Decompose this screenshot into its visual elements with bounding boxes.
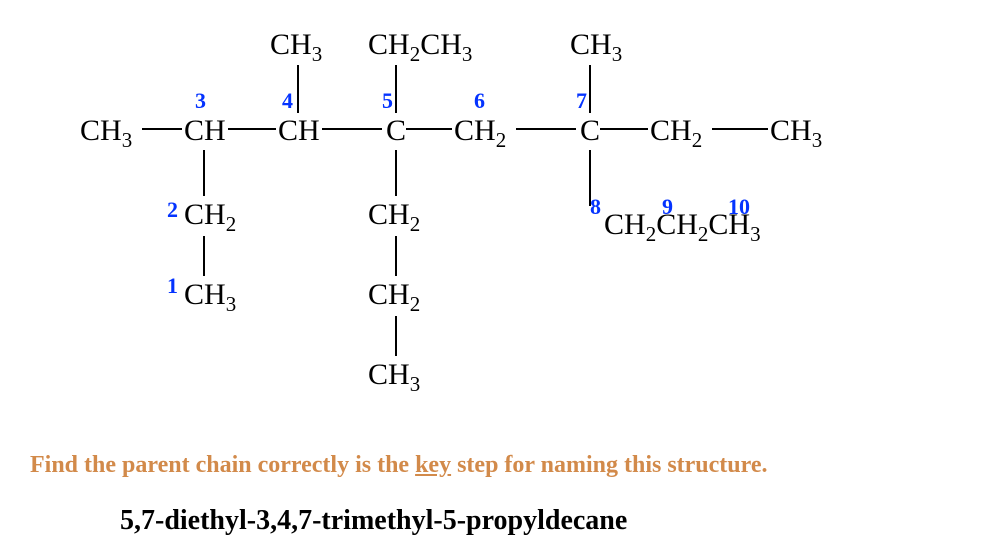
answer-text: 5,7-diethyl-3,4,7-trimethyl-5-propyldeca… bbox=[120, 505, 627, 537]
carbon-number-7: 7 bbox=[576, 90, 587, 112]
caption-prefix: Find the parent chain correctly is the bbox=[30, 452, 415, 478]
chemistry-diagram: CH3CH2CH3CH3CH3CHCHCCH2CCH2CH3CH2CH2CH2C… bbox=[0, 0, 1006, 554]
vbond-vb-c5-dn3 bbox=[395, 316, 397, 356]
fragment-c1-ch3: CH3 bbox=[184, 280, 236, 310]
carbon-number-2: 2 bbox=[167, 199, 178, 221]
vbond-vb-c2-c1 bbox=[203, 236, 205, 276]
vbond-vb-c5-up bbox=[395, 65, 397, 113]
carbon-number-9: 9 bbox=[662, 196, 673, 218]
vbond-vb-c4-up bbox=[297, 65, 299, 113]
vbond-vb-c5-dn2 bbox=[395, 236, 397, 276]
fragment-c5-dn-ch2b: CH2 bbox=[368, 280, 420, 310]
fragment-c5-up-eth: CH2CH3 bbox=[368, 30, 472, 60]
fragment-c4: CH bbox=[278, 116, 320, 146]
hbond-b-r1-r2 bbox=[712, 128, 768, 130]
hbond-b-left-c3 bbox=[142, 128, 182, 130]
fragment-c7: C bbox=[580, 116, 600, 146]
hbond-b-c5-c6 bbox=[406, 128, 452, 130]
fragment-c-right-2: CH3 bbox=[770, 116, 822, 146]
fragment-ch3-left: CH3 bbox=[80, 116, 132, 146]
caption-suffix: step for naming this structure. bbox=[451, 452, 767, 478]
hbond-b-c4-c5 bbox=[322, 128, 382, 130]
fragment-c5: C bbox=[386, 116, 406, 146]
fragment-c2-ch2: CH2 bbox=[184, 200, 236, 230]
carbon-number-10: 10 bbox=[728, 196, 750, 218]
carbon-number-5: 5 bbox=[382, 90, 393, 112]
carbon-number-8: 8 bbox=[590, 196, 601, 218]
carbon-number-4: 4 bbox=[282, 90, 293, 112]
caption-key: key bbox=[415, 452, 451, 478]
hbond-b-c7-r1 bbox=[600, 128, 648, 130]
vbond-vb-c7-up bbox=[589, 65, 591, 113]
hbond-b-c6-c7 bbox=[516, 128, 576, 130]
caption-text: Find the parent chain correctly is the k… bbox=[30, 452, 768, 479]
vbond-vb-c5-dn1 bbox=[395, 150, 397, 196]
fragment-c3: CH bbox=[184, 116, 226, 146]
carbon-number-6: 6 bbox=[474, 90, 485, 112]
hbond-b-c3-c4 bbox=[228, 128, 276, 130]
carbon-number-1: 1 bbox=[167, 275, 178, 297]
fragment-c5-dn-ch2a: CH2 bbox=[368, 200, 420, 230]
fragment-c5-dn-ch3: CH3 bbox=[368, 360, 420, 390]
fragment-c-right-1: CH2 bbox=[650, 116, 702, 146]
carbon-number-3: 3 bbox=[195, 90, 206, 112]
vbond-vb-c7-dn bbox=[589, 150, 591, 206]
fragment-c6: CH2 bbox=[454, 116, 506, 146]
vbond-vb-c3-dn bbox=[203, 150, 205, 196]
fragment-c7-up-ch3: CH3 bbox=[570, 30, 622, 60]
fragment-c4-up-ch3: CH3 bbox=[270, 30, 322, 60]
